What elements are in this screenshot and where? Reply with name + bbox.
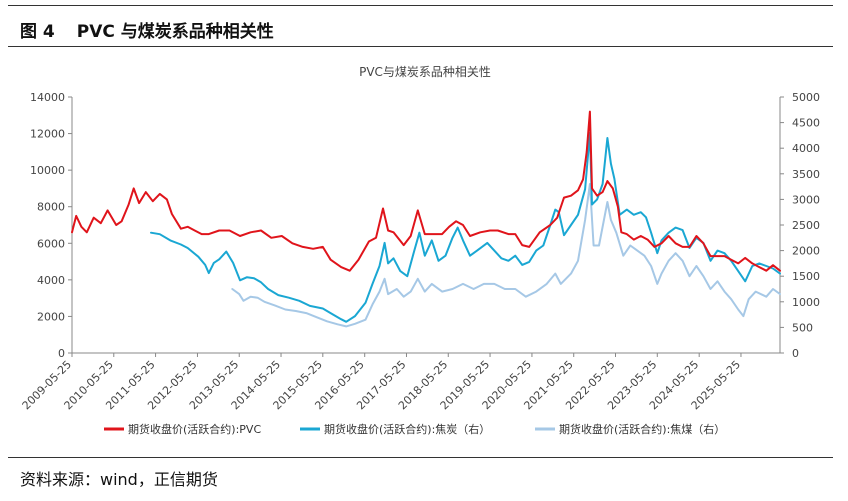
series-line xyxy=(71,110,781,272)
legend-label: 期货收盘价(活跃合约):PVC xyxy=(128,422,261,436)
y-right-tick-label: 4500 xyxy=(792,117,820,130)
chart-series xyxy=(71,110,781,328)
y-right-tick-label: 2000 xyxy=(792,245,820,258)
y-left-tick-label: 0 xyxy=(58,347,65,360)
y-right-tick-label: 1500 xyxy=(792,270,820,283)
y-right-tick-label: 2500 xyxy=(792,219,820,232)
y-left-tick-label: 8000 xyxy=(37,201,65,214)
figure-title: 图 4 PVC 与煤炭系品种相关性 xyxy=(20,17,274,42)
legend-label: 期货收盘价(活跃合约):焦炭（右） xyxy=(324,422,490,436)
figure-title-text: PVC 与煤炭系品种相关性 xyxy=(76,22,274,42)
title-rule xyxy=(8,46,833,47)
series-line xyxy=(150,131,781,323)
y-right-tick-label: 3000 xyxy=(792,193,820,206)
y-left-tick-label: 14000 xyxy=(30,91,65,104)
y-left-tick-label: 12000 xyxy=(30,128,65,141)
source-rule xyxy=(8,457,833,458)
y-left-tick-label: 2000 xyxy=(37,310,65,323)
y-right-tick-label: 500 xyxy=(792,321,813,334)
chart-axes: 0 2000 4000 6000 8000 10000 12000 14000 0 500 1000… xyxy=(20,91,820,412)
chart-legend: 期货收盘价(活跃合约):PVC 期货收盘价(活跃合约):焦炭（右） 期货收盘价(活跃… xyxy=(104,422,725,436)
figure-number: 图 4 xyxy=(20,22,55,42)
y-left-tick-label: 10000 xyxy=(30,164,65,177)
series-line xyxy=(231,183,781,328)
y-right-tick-label: 0 xyxy=(792,347,799,360)
y-right-tick-label: 3500 xyxy=(792,168,820,181)
y-right-tick-label: 4000 xyxy=(792,142,820,155)
y-right-tick-label: 5000 xyxy=(792,91,820,104)
y-right-tick-label: 1000 xyxy=(792,296,820,309)
y-left-tick-label: 4000 xyxy=(37,274,65,287)
y-left-tick-label: 6000 xyxy=(37,237,65,250)
top-rule xyxy=(8,5,833,6)
source-note: 资料来源：wind，正信期货 xyxy=(20,470,218,489)
chart-title: PVC与煤炭系品种相关性 xyxy=(359,65,491,79)
legend-label: 期货收盘价(活跃合约):焦煤（右） xyxy=(559,422,725,436)
